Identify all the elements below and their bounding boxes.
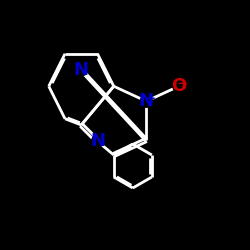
Text: N: N [139, 92, 154, 110]
Text: N: N [74, 61, 89, 79]
Circle shape [75, 64, 87, 76]
Circle shape [140, 95, 152, 107]
Circle shape [173, 80, 185, 92]
Circle shape [92, 135, 104, 147]
Text: +: + [145, 92, 155, 104]
Text: N: N [90, 132, 105, 150]
Text: −: − [178, 76, 188, 90]
Text: O: O [171, 77, 186, 95]
